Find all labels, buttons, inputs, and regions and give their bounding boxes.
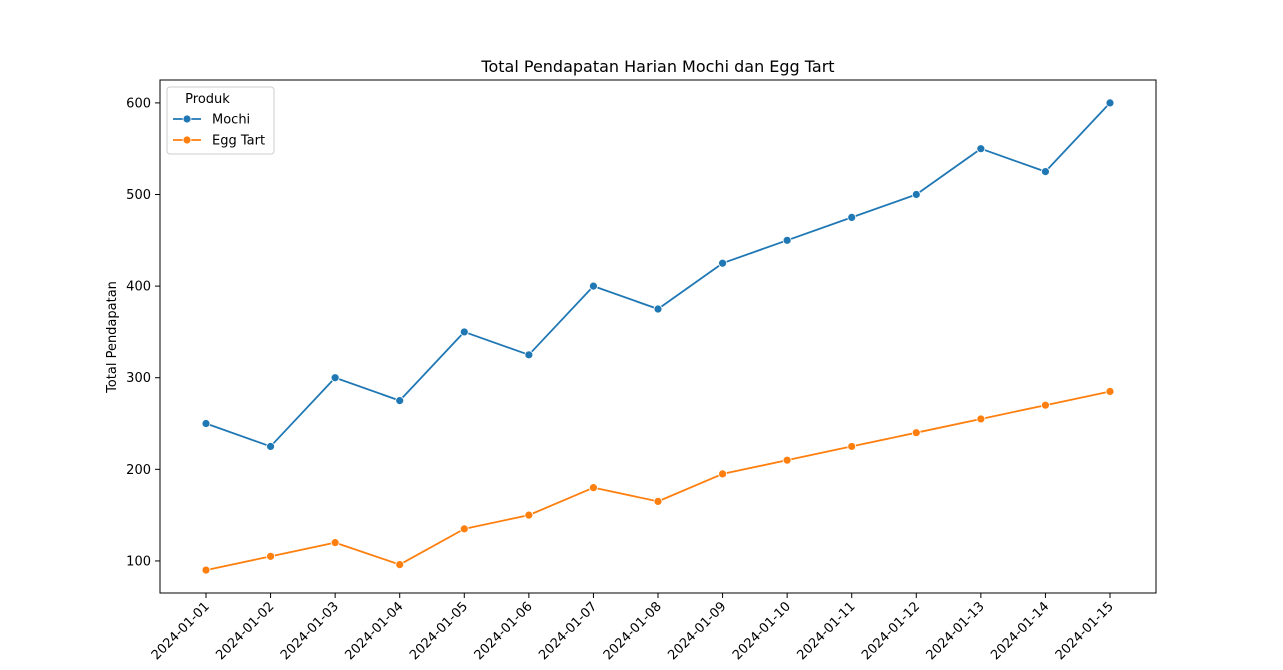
data-point [847, 213, 857, 222]
data-point [201, 419, 211, 428]
data-point [589, 483, 598, 493]
legend-box [166, 86, 275, 155]
legend-entry-label: Mochi [212, 113, 250, 128]
y-axis-label: Total Pendapatan [105, 281, 120, 394]
data-point [524, 350, 534, 360]
legend-swatch-marker [182, 135, 192, 145]
data-point [653, 496, 663, 506]
data-point [718, 469, 727, 479]
y-tick-label: 400 [126, 280, 151, 295]
x-tick-label: 2024-01-15 [1053, 599, 1117, 663]
data-point [1105, 98, 1115, 108]
data-point [653, 304, 663, 314]
x-tick-label: 2024-01-14 [988, 599, 1052, 663]
x-tick-label: 2024-01-06 [472, 599, 536, 663]
legend-entry-label: Egg Tart [212, 134, 265, 149]
y-tick-label: 600 [126, 96, 151, 111]
data-point [782, 455, 792, 465]
x-tick-label: 2024-01-11 [795, 599, 859, 663]
x-tick-label: 2024-01-08 [601, 599, 665, 663]
data-point [201, 565, 211, 575]
data-point [718, 258, 727, 268]
data-point [976, 414, 986, 424]
data-point [911, 428, 921, 438]
data-point [459, 327, 469, 337]
data-point [330, 373, 340, 383]
data-point [330, 538, 340, 548]
data-point [1105, 387, 1115, 396]
chart-title: Total Pendapatan Harian Mochi dan Egg Ta… [480, 57, 834, 76]
data-point [266, 551, 275, 561]
x-tick-label: 2024-01-01 [149, 599, 213, 663]
legend-title: Produk [185, 92, 230, 107]
y-tick-label: 200 [126, 463, 151, 478]
data-point [1041, 167, 1050, 177]
data-point [395, 560, 405, 570]
series-line-0 [205, 102, 1111, 448]
data-point [266, 442, 275, 451]
data-point [459, 524, 469, 534]
data-point [1041, 400, 1050, 410]
x-tick-label: 2024-01-04 [343, 599, 407, 663]
x-tick-label: 2024-01-07 [536, 599, 600, 663]
data-point [911, 190, 921, 199]
data-point [976, 144, 986, 154]
data-point [524, 510, 534, 520]
legend: Produk Mochi Egg Tart [166, 86, 275, 155]
x-tick-label: 2024-01-02 [213, 599, 277, 663]
series-line-1 [205, 390, 1111, 571]
data-point [782, 235, 792, 245]
y-tick-label: 500 [126, 188, 151, 203]
legend-swatch-marker [182, 114, 192, 124]
y-tick-label: 100 [126, 554, 151, 569]
data-point [847, 442, 857, 451]
x-tick-label: 2024-01-10 [730, 599, 794, 663]
x-tick-label: 2024-01-09 [665, 599, 729, 663]
x-tick-label: 2024-01-13 [924, 599, 988, 663]
x-tick-label: 2024-01-03 [278, 599, 342, 663]
data-point [589, 281, 598, 291]
data-point [395, 396, 405, 406]
x-tick-label: 2024-01-12 [859, 599, 923, 663]
x-tick-label: 2024-01-05 [407, 599, 471, 663]
y-tick-label: 300 [126, 371, 151, 386]
